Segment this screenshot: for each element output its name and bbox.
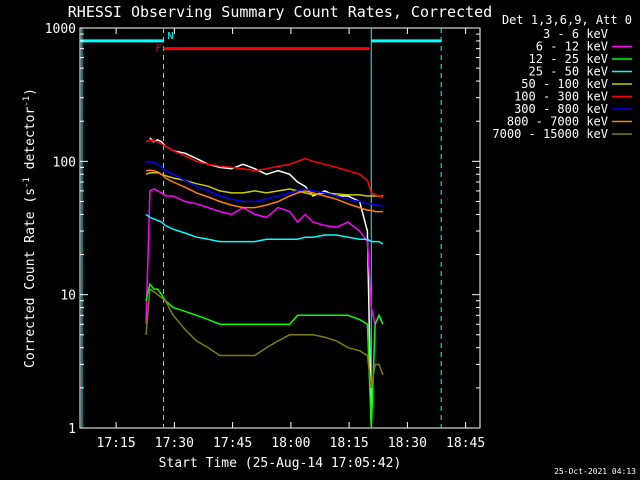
- legend-label-2: 12 - 25 keV: [529, 52, 608, 66]
- x-tick-label-0: 17:15: [97, 436, 136, 451]
- series-line-7: [145, 169, 383, 213]
- flag-label-0: N: [167, 31, 173, 42]
- y-tick-label-2: 100: [53, 155, 76, 170]
- x-tick-label-4: 18:15: [330, 436, 369, 451]
- flag-bars: NF: [80, 31, 442, 55]
- y-axis-ticks: 1 10 100 1000: [45, 22, 480, 437]
- x-tick-label-6: 18:45: [446, 436, 485, 451]
- y-axis-label: Corrected Count Rate (s-1 detector-1): [22, 88, 38, 368]
- y-tick-label-3: 1000: [45, 22, 76, 37]
- y-axis-label-prefix: Corrected Count Rate (s: [23, 188, 38, 368]
- series-line-8: [145, 287, 384, 389]
- y-axis-label-sup2: -1: [22, 96, 32, 107]
- legend-label-6: 300 - 800 keV: [514, 102, 608, 116]
- x-axis-ticks: 17:15 17:30 17:45 18:00 18:15 18:30 18:45: [97, 28, 485, 451]
- plot-area: NF 17:15 17:30 17:45 18:00 18:15 18:30 18:45 1…: [45, 22, 486, 451]
- x-tick-label-1: 17:30: [155, 436, 194, 451]
- series-line-6: [145, 160, 384, 208]
- vertical-markers: [81, 28, 442, 428]
- legend-label-5: 100 - 300 keV: [514, 90, 608, 104]
- legend-label-3: 25 - 50 keV: [529, 65, 608, 79]
- x-tick-label-3: 18:00: [271, 436, 310, 451]
- series-line-3: [145, 213, 384, 245]
- series-lines: [145, 137, 384, 429]
- y-tick-label-0: 1: [68, 422, 76, 437]
- x-axis-label: Start Time (25-Aug-14 17:05:42): [159, 456, 402, 471]
- chart-title: RHESSI Observing Summary Count Rates, Co…: [68, 3, 492, 21]
- footer-date: 25-Oct-2021 04:13: [554, 467, 636, 476]
- series-line-5: [145, 138, 384, 198]
- legend-label-7: 800 - 7000 keV: [507, 115, 608, 129]
- legend-label-8: 7000 - 15000 keV: [492, 127, 608, 141]
- x-tick-label-2: 17:45: [213, 436, 252, 451]
- axes-frame: [79, 27, 481, 429]
- legend-header: Det 1,3,6,9, Att 0: [502, 13, 632, 27]
- legend-label-4: 50 - 100 keV: [521, 77, 608, 91]
- legend-label-1: 6 - 12 keV: [536, 40, 608, 54]
- legend-label-0: 3 - 6 keV: [543, 27, 608, 41]
- y-axis-label-sup1: -1: [22, 177, 32, 188]
- y-axis-label-suffix: ): [23, 88, 38, 96]
- x-tick-label-5: 18:30: [388, 436, 427, 451]
- series-line-1: [145, 188, 384, 327]
- series-line-4: [145, 172, 383, 197]
- y-axis-label-middle: detector: [23, 107, 38, 178]
- y-tick-label-1: 10: [60, 289, 76, 304]
- flag-label-2: F: [155, 44, 161, 55]
